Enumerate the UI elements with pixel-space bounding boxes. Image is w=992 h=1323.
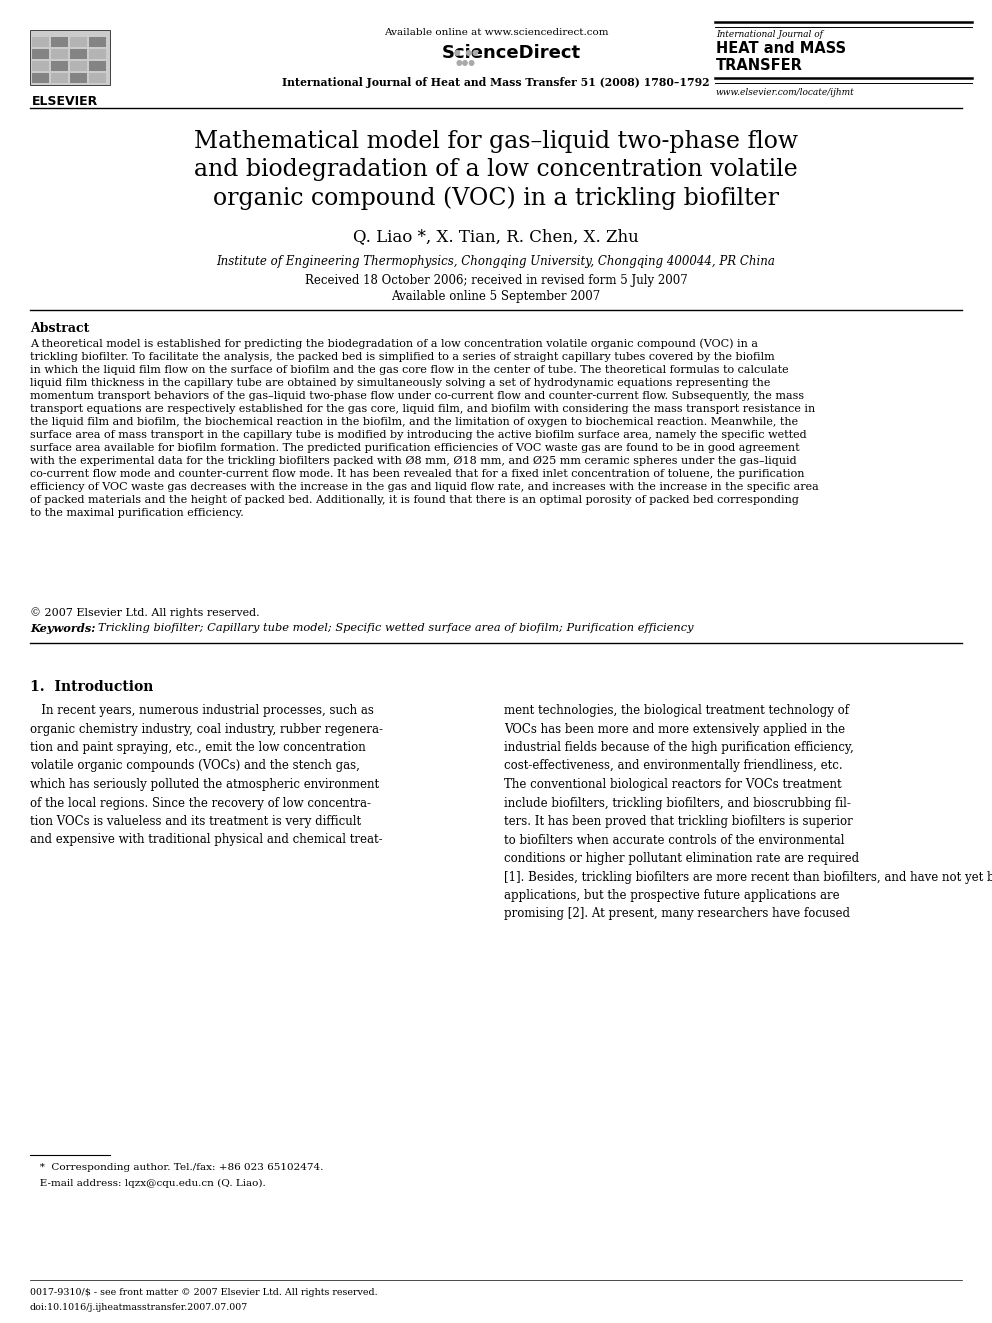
Text: organic compound (VOC) in a trickling biofilter: organic compound (VOC) in a trickling bi…: [213, 187, 779, 209]
Text: 1.  Introduction: 1. Introduction: [30, 680, 154, 695]
Text: Mathematical model for gas–liquid two-phase flow: Mathematical model for gas–liquid two-ph…: [194, 130, 798, 153]
Bar: [32, 49, 49, 60]
Text: Keywords:: Keywords:: [30, 623, 95, 634]
Text: A theoretical model is established for predicting the biodegradation of a low co: A theoretical model is established for p…: [30, 337, 818, 519]
Text: Received 18 October 2006; received in revised form 5 July 2007: Received 18 October 2006; received in re…: [305, 274, 687, 287]
Bar: [32, 61, 49, 71]
Text: *  Corresponding author. Tel./fax: +86 023 65102474.: * Corresponding author. Tel./fax: +86 02…: [30, 1163, 323, 1172]
Text: Trickling biofilter; Capillary tube model; Specific wetted surface area of biofi: Trickling biofilter; Capillary tube mode…: [98, 623, 693, 632]
Bar: [32, 37, 49, 48]
Text: Q. Liao *, X. Tian, R. Chen, X. Zhu: Q. Liao *, X. Tian, R. Chen, X. Zhu: [353, 228, 639, 245]
Bar: [70, 37, 87, 48]
Text: and biodegradation of a low concentration volatile: and biodegradation of a low concentratio…: [194, 157, 798, 181]
Text: ELSEVIER: ELSEVIER: [32, 95, 98, 108]
Bar: [32, 73, 49, 83]
Text: ●  ●●
●●●: ● ●● ●●●: [453, 48, 478, 67]
Bar: [70, 73, 87, 83]
Bar: [89, 37, 106, 48]
Bar: [89, 49, 106, 60]
Text: Abstract: Abstract: [30, 321, 89, 335]
Text: 0017-9310/$ - see front matter © 2007 Elsevier Ltd. All rights reserved.: 0017-9310/$ - see front matter © 2007 El…: [30, 1289, 378, 1297]
Text: HEAT and MASS: HEAT and MASS: [716, 41, 846, 56]
Text: Available online at www.sciencedirect.com: Available online at www.sciencedirect.co…: [384, 28, 608, 37]
Text: ScienceDirect: ScienceDirect: [441, 44, 580, 62]
FancyBboxPatch shape: [30, 30, 110, 85]
Text: doi:10.1016/j.ijheatmasstransfer.2007.07.007: doi:10.1016/j.ijheatmasstransfer.2007.07…: [30, 1303, 248, 1312]
Text: E-mail address: lqzx@cqu.edu.cn (Q. Liao).: E-mail address: lqzx@cqu.edu.cn (Q. Liao…: [30, 1179, 266, 1188]
Text: © 2007 Elsevier Ltd. All rights reserved.: © 2007 Elsevier Ltd. All rights reserved…: [30, 607, 260, 618]
Text: Available online 5 September 2007: Available online 5 September 2007: [392, 290, 600, 303]
Text: International Journal of: International Journal of: [716, 30, 823, 38]
Text: TRANSFER: TRANSFER: [716, 58, 803, 73]
Bar: [70, 49, 87, 60]
Bar: [89, 73, 106, 83]
Bar: [51, 37, 68, 48]
Bar: [51, 61, 68, 71]
Bar: [51, 73, 68, 83]
Bar: [51, 49, 68, 60]
Text: In recent years, numerous industrial processes, such as
organic chemistry indust: In recent years, numerous industrial pro…: [30, 704, 383, 847]
Text: Institute of Engineering Thermophysics, Chongqing University, Chongqing 400044, : Institute of Engineering Thermophysics, …: [216, 255, 776, 269]
Text: International Journal of Heat and Mass Transfer 51 (2008) 1780–1792: International Journal of Heat and Mass T…: [282, 77, 710, 89]
Text: www.elsevier.com/locate/ijhmt: www.elsevier.com/locate/ijhmt: [716, 89, 855, 97]
Bar: [89, 61, 106, 71]
Text: ment technologies, the biological treatment technology of
VOCs has been more and: ment technologies, the biological treatm…: [504, 704, 992, 921]
Bar: [70, 61, 87, 71]
